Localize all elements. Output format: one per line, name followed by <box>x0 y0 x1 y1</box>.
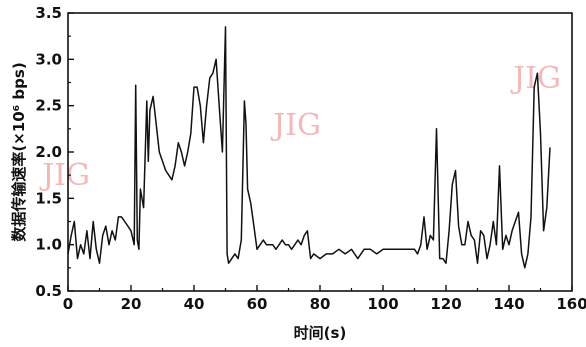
y-tick-label: 1.5 <box>35 189 62 207</box>
x-axis-title: 时间(s) <box>294 324 347 342</box>
watermark: JIG <box>39 158 90 193</box>
x-tick-label: 120 <box>430 295 461 313</box>
x-tick-label: 160 <box>556 295 586 313</box>
y-tick-label: 2.0 <box>35 143 62 161</box>
series-layer <box>67 26 551 269</box>
y-tick-label: 1.0 <box>35 236 62 254</box>
x-tick-label: 20 <box>121 295 142 313</box>
y-tick-label: 3.5 <box>35 4 62 22</box>
x-tick-label: 140 <box>493 295 524 313</box>
watermark: JIG <box>270 108 321 143</box>
x-tick-label: 100 <box>367 295 398 313</box>
x-tick-label: 40 <box>184 295 205 313</box>
x-tick-label: 80 <box>310 295 331 313</box>
y-tick-label: 0.5 <box>35 282 62 300</box>
x-tick-label: 60 <box>247 295 268 313</box>
axis-ticks: 0 20 40 60 80 100 120 140 160 0.5 1.0 1.5 2.0 2.5 3.0 3… <box>35 4 586 313</box>
x-tick-label: 0 <box>63 295 73 313</box>
series-line <box>67 26 551 269</box>
y-tick-label: 3.0 <box>35 50 62 68</box>
y-axis-title: 数据传输速率(×10⁶ bps) <box>10 62 28 241</box>
y-tick-label: 2.5 <box>35 97 62 115</box>
